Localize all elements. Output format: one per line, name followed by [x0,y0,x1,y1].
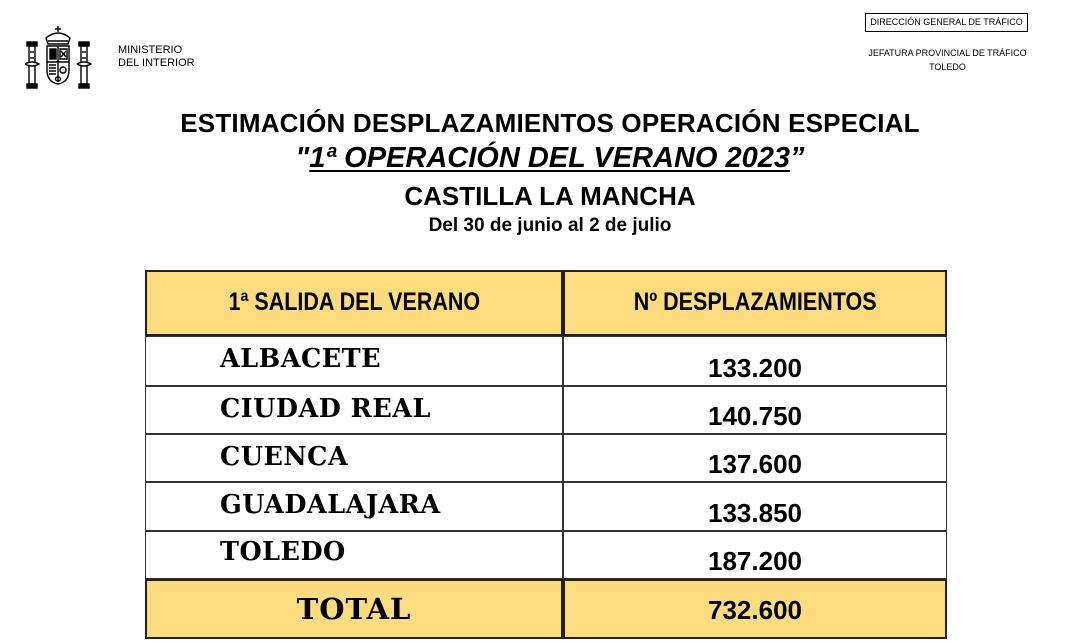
province-name: CIUDAD REAL [220,394,431,424]
title-region: CASTILLA LA MANCHA [404,181,696,211]
spain-coat-of-arms-icon [24,26,93,89]
column-header-displacements: Nº DESPLAZAMIENTOS [633,288,877,316]
value-cell: 187.200 [563,531,947,579]
jefatura-line-1: JEFATURA PROVINCIAL DE TRÁFICO [868,48,1027,58]
title-dates: Del 30 de junio al 2 de julio [428,215,672,236]
operation-name: 1ª OPERACIÓN DEL VERANO 2023 [309,142,791,174]
displacement-value: 133.850 [708,498,802,528]
value-cell: 133.850 [563,482,947,531]
ministry-line-1: MINISTERIO [118,44,183,56]
province-cell: GUADALAJARA [145,482,563,531]
jefatura-line-2: TOLEDO [929,62,966,72]
value-cell: 137.600 [563,434,947,482]
province-name: TOLEDO [220,537,346,567]
province-name: CUENCA [220,442,349,472]
title-line-1: ESTIMACIÓN DESPLAZAMIENTOS OPERACIÓN ESP… [180,108,920,138]
value-cell: 133.200 [563,336,947,386]
dgt-label: DIRECCIÓN GENERAL DE TRÁFICO [865,13,1028,32]
column-header-cell: Nº DESPLAZAMIENTOS [563,270,947,336]
total-label: TOTAL [296,592,412,626]
table-header-row: 1ª SALIDA DEL VERANO Nº DESPLAZAMIENTOS [143,270,949,336]
displacements-table: 1ª SALIDA DEL VERANO Nº DESPLAZAMIENTOS … [143,270,949,642]
total-label-cell: TOTAL [145,579,563,639]
province-name: GUADALAJARA [220,490,441,520]
province-cell: ALBACETE [145,336,563,386]
total-value: 732.600 [708,595,802,625]
table-row: CUENCA 137.600 [143,434,949,482]
province-cell: CUENCA [145,434,563,482]
open-quote: " [295,142,310,174]
table-row: TOLEDO 187.200 [143,531,949,579]
table-total-row: TOTAL 732.600 [143,579,949,639]
province-cell: CIUDAD REAL [145,386,563,434]
jefatura: JEFATURA PROVINCIAL DE TRÁFICO TOLEDO [845,46,1050,74]
column-header-cell: 1ª SALIDA DEL VERANO [145,270,563,336]
total-value-cell: 732.600 [563,579,947,639]
table-row: GUADALAJARA 133.850 [143,482,949,531]
displacement-value: 140.750 [708,401,802,431]
displacement-value: 137.600 [708,449,802,479]
table-row: CIUDAD REAL 140.750 [143,386,949,434]
displacement-value: 187.200 [708,546,802,576]
value-cell: 140.750 [563,386,947,434]
close-quote: ” [790,142,805,174]
displacement-value: 133.200 [708,353,802,383]
table-row: ALBACETE 133.200 [143,336,949,386]
column-header-province: 1ª SALIDA DEL VERANO [228,288,480,316]
province-name: ALBACETE [220,344,381,374]
ministry-line-2: DEL INTERIOR [118,57,195,69]
title-line-2: "1ª OPERACIÓN DEL VERANO 2023” [0,142,1080,175]
province-cell: TOLEDO [145,531,563,579]
ministry-name: MINISTERIO DEL INTERIOR [118,44,195,70]
